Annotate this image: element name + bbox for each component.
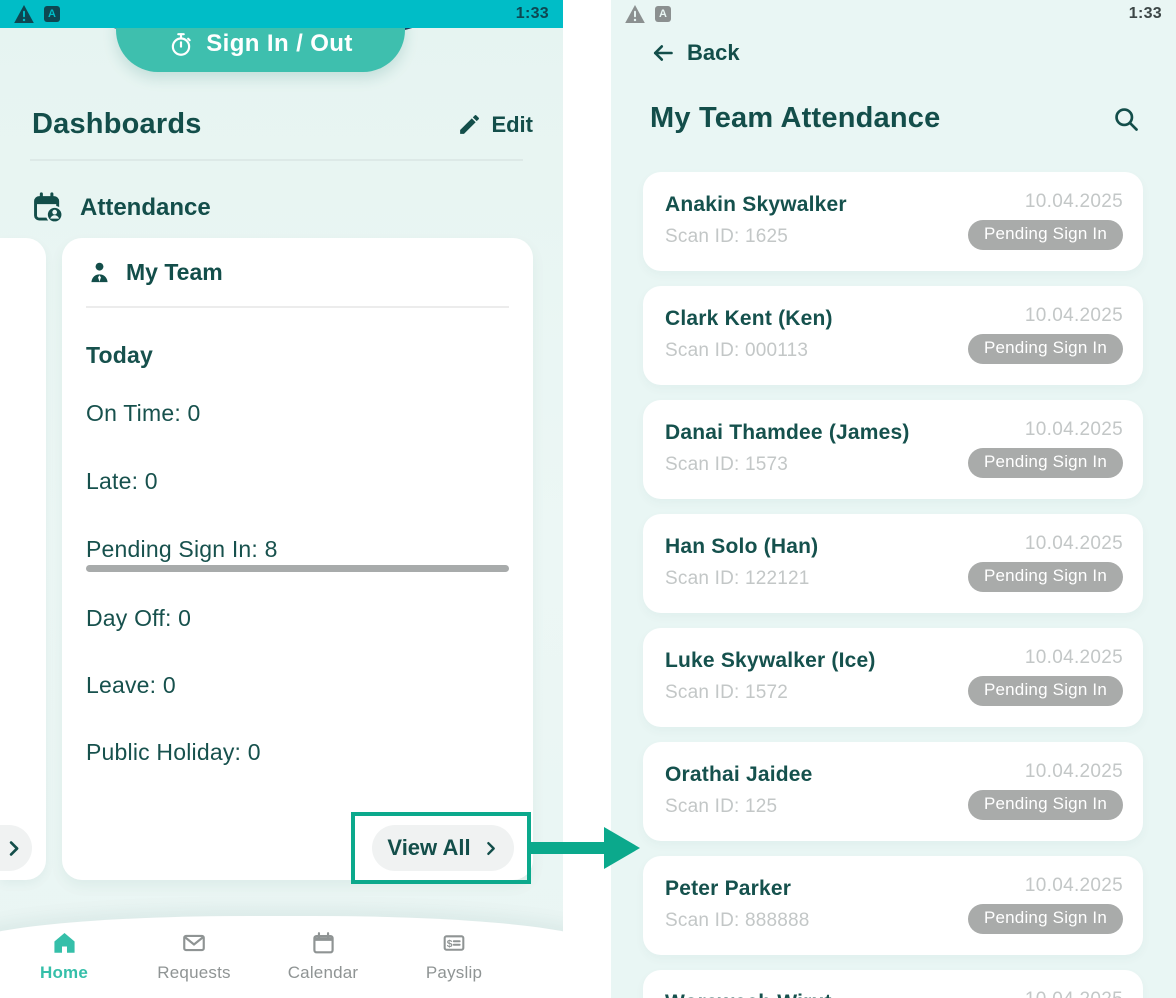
carousel-next-button[interactable] — [0, 825, 32, 871]
stat-leave: Leave: 0 — [86, 672, 176, 698]
stat-day-off: Day Off: 0 — [86, 605, 192, 631]
nav-item-requests[interactable]: Requests — [139, 930, 249, 983]
stopwatch-icon — [172, 33, 191, 56]
attendance-date: 10.04.2025 — [1024, 419, 1123, 440]
stat-late: Late: 0 — [86, 468, 158, 494]
status-badge: Pending Sign In — [967, 904, 1123, 934]
my-team-title: My Team — [126, 258, 223, 285]
my-team-card-header: My Team — [86, 238, 509, 308]
status-badge: Pending Sign In — [967, 448, 1123, 478]
warning-icon — [625, 5, 645, 23]
back-arrow-icon — [653, 45, 673, 61]
app-badge-icon: A — [44, 6, 60, 22]
view-all-label: View All — [387, 835, 471, 860]
carousel-previous-card — [0, 238, 46, 880]
status-badge: Pending Sign In — [967, 334, 1123, 364]
nav-item-home[interactable]: Home — [9, 930, 119, 983]
status-badge: Pending Sign In — [967, 562, 1123, 592]
person-icon — [91, 262, 108, 282]
attendance-card[interactable]: Orathai Jaidee Scan ID: 125 10.04.2025 P… — [643, 742, 1143, 841]
attendance-date: 10.04.2025 — [1024, 305, 1123, 326]
attendance-section-label: Attendance — [80, 194, 211, 221]
employee-scan-id: Scan ID: 1625 — [665, 226, 789, 247]
pencil-icon — [460, 115, 480, 134]
back-button[interactable]: Back — [650, 40, 740, 66]
svg-text:$: $ — [447, 939, 453, 950]
my-team-card: My Team Today On Time: 0 Late: 0 Pending… — [62, 238, 533, 880]
attendance-card[interactable]: Worawech Wirut 10.04.2025 — [643, 970, 1143, 998]
stat-public-holiday: Public Holiday: 0 — [86, 739, 261, 765]
status-badge: Pending Sign In — [967, 220, 1123, 250]
status-badge: Pending Sign In — [967, 676, 1123, 706]
search-icon — [1115, 107, 1138, 131]
attendance-date: 10.04.2025 — [1025, 989, 1123, 998]
attendance-date: 10.04.2025 — [1024, 761, 1123, 782]
payslip-icon: $ — [443, 935, 465, 951]
requests-envelope-icon — [183, 934, 205, 952]
attendance-card[interactable]: Danai Thamdee (James) Scan ID: 1573 10.0… — [643, 400, 1143, 499]
page-title: My Team Attendance — [650, 102, 941, 134]
employee-scan-id: Scan ID: 1573 — [665, 454, 789, 475]
home-icon — [53, 933, 75, 953]
edit-button[interactable]: Edit — [457, 112, 533, 138]
status-bar-left: A 1:33 — [0, 0, 563, 28]
attendance-date: 10.04.2025 — [1024, 533, 1123, 554]
attendance-card[interactable]: Luke Skywalker (Ice) Scan ID: 1572 10.04… — [643, 628, 1143, 727]
employee-scan-id: Scan ID: 125 — [665, 796, 778, 817]
employee-name: Peter Parker — [665, 877, 792, 900]
sign-in-out-label: Sign In / Out — [206, 30, 353, 57]
employee-scan-id: Scan ID: 000113 — [665, 340, 809, 361]
status-badge: Pending Sign In — [967, 790, 1123, 820]
nav-item-calendar[interactable]: Calendar — [268, 930, 378, 983]
divider — [30, 159, 523, 161]
employee-scan-id: Scan ID: 122121 — [665, 568, 810, 589]
attendance-date: 10.04.2025 — [1024, 647, 1123, 668]
employee-scan-id: Scan ID: 1572 — [665, 682, 789, 703]
back-label: Back — [687, 40, 740, 65]
team-attendance-screen: A 1:33 Back My Team Attendance Anakin Sk… — [611, 0, 1176, 998]
attendance-card[interactable]: Anakin Skywalker Scan ID: 1625 10.04.202… — [643, 172, 1143, 271]
view-all-button[interactable]: View All — [372, 825, 514, 871]
chevron-right-icon — [486, 841, 495, 855]
employee-scan-id: Scan ID: 888888 — [665, 910, 810, 931]
clock-time: 1:33 — [1128, 5, 1162, 22]
home-screen: Sign In / Out A 1:33 Dashboards Edit — [0, 0, 563, 998]
app-badge-icon: A — [655, 6, 671, 22]
employee-name: Clark Kent (Ken) — [665, 307, 833, 330]
employee-name: Orathai Jaidee — [665, 763, 813, 786]
nav-item-payslip[interactable]: $ Payslip — [399, 930, 509, 983]
calendar-icon — [312, 932, 334, 954]
attendance-list: Anakin Skywalker Scan ID: 1625 10.04.202… — [643, 172, 1143, 998]
stat-pending-sign-in: Pending Sign In: 8 — [86, 536, 278, 562]
employee-name: Worawech Wirut — [665, 991, 1121, 998]
clock-time: 1:33 — [515, 5, 549, 22]
attendance-section-header: Attendance — [30, 190, 211, 226]
pending-progress-bar — [86, 565, 509, 572]
employee-name: Luke Skywalker (Ice) — [665, 649, 876, 672]
period-label: Today — [86, 342, 154, 368]
status-bar-right: A 1:33 — [611, 0, 1176, 28]
attendance-card[interactable]: Clark Kent (Ken) Scan ID: 000113 10.04.2… — [643, 286, 1143, 385]
search-button[interactable] — [1112, 105, 1140, 133]
employee-name: Anakin Skywalker — [665, 193, 847, 216]
bottom-navigation: Home Requests Calendar $ — [0, 916, 563, 998]
attendance-calendar-icon — [34, 192, 64, 224]
attendance-date: 10.04.2025 — [1024, 191, 1123, 212]
attendance-card[interactable]: Peter Parker Scan ID: 888888 10.04.2025 … — [643, 856, 1143, 955]
attendance-card[interactable]: Han Solo (Han) Scan ID: 122121 10.04.202… — [643, 514, 1143, 613]
dashboards-title: Dashboards — [32, 108, 202, 140]
employee-name: Danai Thamdee (James) — [665, 421, 910, 444]
chevron-right-icon — [9, 840, 19, 856]
attendance-date: 10.04.2025 — [1024, 875, 1123, 896]
stat-on-time: On Time: 0 — [86, 400, 201, 426]
employee-name: Han Solo (Han) — [665, 535, 819, 558]
edit-label: Edit — [491, 111, 533, 137]
warning-icon — [14, 5, 34, 23]
